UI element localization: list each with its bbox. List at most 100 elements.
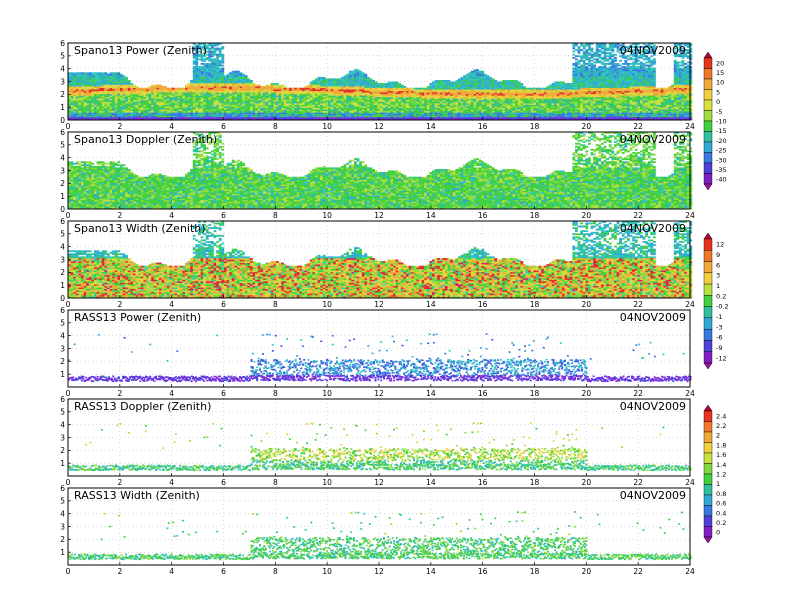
data-cell (390, 85, 393, 87)
data-cell (448, 103, 451, 105)
data-cell (167, 108, 170, 110)
data-cell (520, 100, 523, 102)
data-cell (172, 115, 175, 117)
data-cell (422, 115, 425, 117)
data-cell (349, 103, 352, 105)
data-cell (414, 103, 417, 105)
data-cell (536, 92, 539, 94)
data-cell (471, 72, 474, 74)
data-cell (494, 115, 497, 117)
data-cell (463, 77, 466, 79)
data-cell (380, 88, 383, 90)
data-cell (359, 88, 362, 90)
data-cell (432, 115, 435, 117)
data-cell (487, 115, 490, 117)
data-cell (401, 95, 404, 97)
data-cell (237, 100, 240, 102)
data-cell (268, 100, 271, 102)
data-cell (97, 88, 100, 90)
data-cell (398, 108, 401, 110)
data-cell (195, 80, 198, 82)
data-cell (429, 85, 432, 87)
data-cell (489, 92, 492, 94)
data-cell (539, 95, 542, 97)
data-cell (107, 111, 110, 113)
data-cell (323, 88, 326, 90)
data-cell (523, 100, 526, 102)
data-cell (440, 103, 443, 105)
data-cell (245, 115, 248, 117)
data-cell (445, 111, 448, 113)
data-cell (411, 115, 414, 117)
data-cell (195, 95, 198, 97)
data-cell (414, 100, 417, 102)
data-cell (448, 88, 451, 90)
data-cell (466, 108, 469, 110)
data-cell (505, 108, 508, 110)
data-cell (107, 115, 110, 117)
data-cell (71, 77, 74, 79)
data-cell (133, 115, 136, 117)
data-cell (188, 92, 191, 94)
data-cell (388, 85, 391, 87)
data-cell (471, 100, 474, 102)
data-cell (315, 88, 318, 90)
data-cell (312, 95, 315, 97)
data-cell (396, 95, 399, 97)
data-cell (536, 108, 539, 110)
data-cell (219, 88, 222, 90)
data-cell (146, 88, 149, 90)
data-cell (297, 92, 300, 94)
data-cell (156, 115, 159, 117)
data-cell (539, 115, 542, 117)
data-cell (190, 100, 193, 102)
data-cell (247, 115, 250, 117)
data-cell (406, 95, 409, 97)
data-cell (427, 100, 430, 102)
data-cell (242, 92, 245, 94)
data-cell (328, 95, 331, 97)
data-cell (377, 88, 380, 90)
data-cell (338, 108, 341, 110)
data-cell (97, 85, 100, 87)
data-cell (500, 111, 503, 113)
data-cell (398, 95, 401, 97)
data-cell (154, 111, 157, 113)
data-cell (416, 95, 419, 97)
data-cell (89, 103, 92, 105)
data-cell (71, 115, 74, 117)
data-cell (177, 92, 180, 94)
data-cell (94, 108, 97, 110)
data-cell (359, 85, 362, 87)
data-cell (487, 108, 490, 110)
data-cell (266, 88, 269, 90)
data-cell (396, 92, 399, 94)
data-cell (393, 100, 396, 102)
data-cell (385, 100, 388, 102)
data-cell (117, 72, 120, 74)
data-cell (99, 115, 102, 117)
data-cell (385, 95, 388, 97)
data-cell (76, 72, 79, 74)
data-cell (432, 85, 435, 87)
data-cell (94, 72, 97, 74)
data-cell (440, 108, 443, 110)
data-cell (539, 92, 542, 94)
data-cell (154, 100, 157, 102)
data-cell (344, 92, 347, 94)
data-cell (372, 88, 375, 90)
data-cell (294, 115, 297, 117)
data-cell (266, 108, 269, 110)
data-cell (341, 85, 344, 87)
data-cell (367, 92, 370, 94)
data-cell (416, 111, 419, 113)
data-cell (364, 77, 367, 79)
data-cell (541, 111, 544, 113)
data-cell (372, 115, 375, 117)
data-cell (99, 80, 102, 82)
data-cell (86, 77, 89, 79)
data-cell (333, 115, 336, 117)
data-cell (266, 85, 269, 87)
data-cell (227, 103, 230, 105)
data-cell (310, 88, 313, 90)
